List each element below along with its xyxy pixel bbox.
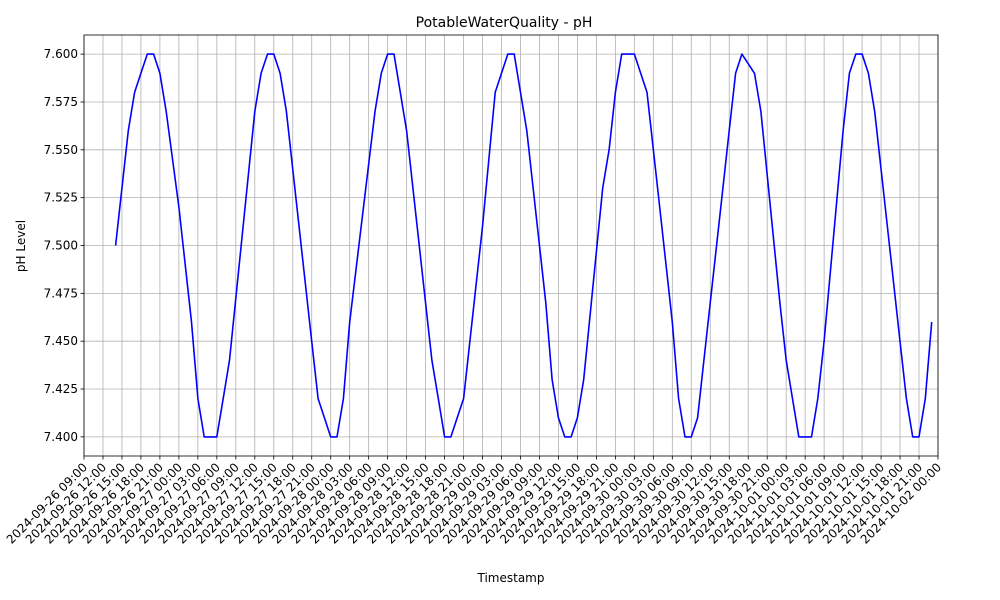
y-axis-ticks: 7.400 7.425 7.450 7.475 7.500 7.525 7.550 7.575… (44, 47, 84, 444)
y-tick-label: 7.425 (44, 382, 78, 396)
y-tick-label: 7.450 (44, 334, 78, 348)
ph-series-line (114, 53, 933, 438)
chart-title: PotableWaterQuality - pH (416, 15, 593, 31)
y-tick-label: 7.525 (44, 191, 78, 205)
series-layer (114, 53, 933, 438)
y-tick-label: 7.475 (44, 286, 78, 300)
y-axis-title: pH Level (14, 220, 28, 272)
y-tick-label: 7.500 (44, 239, 78, 253)
y-tick-label: 7.600 (44, 47, 78, 61)
y-tick-label: 7.575 (44, 95, 78, 109)
y-tick-label: 7.400 (44, 430, 78, 444)
y-tick-label: 7.550 (44, 143, 78, 157)
x-axis-title: Timestamp (477, 571, 545, 585)
